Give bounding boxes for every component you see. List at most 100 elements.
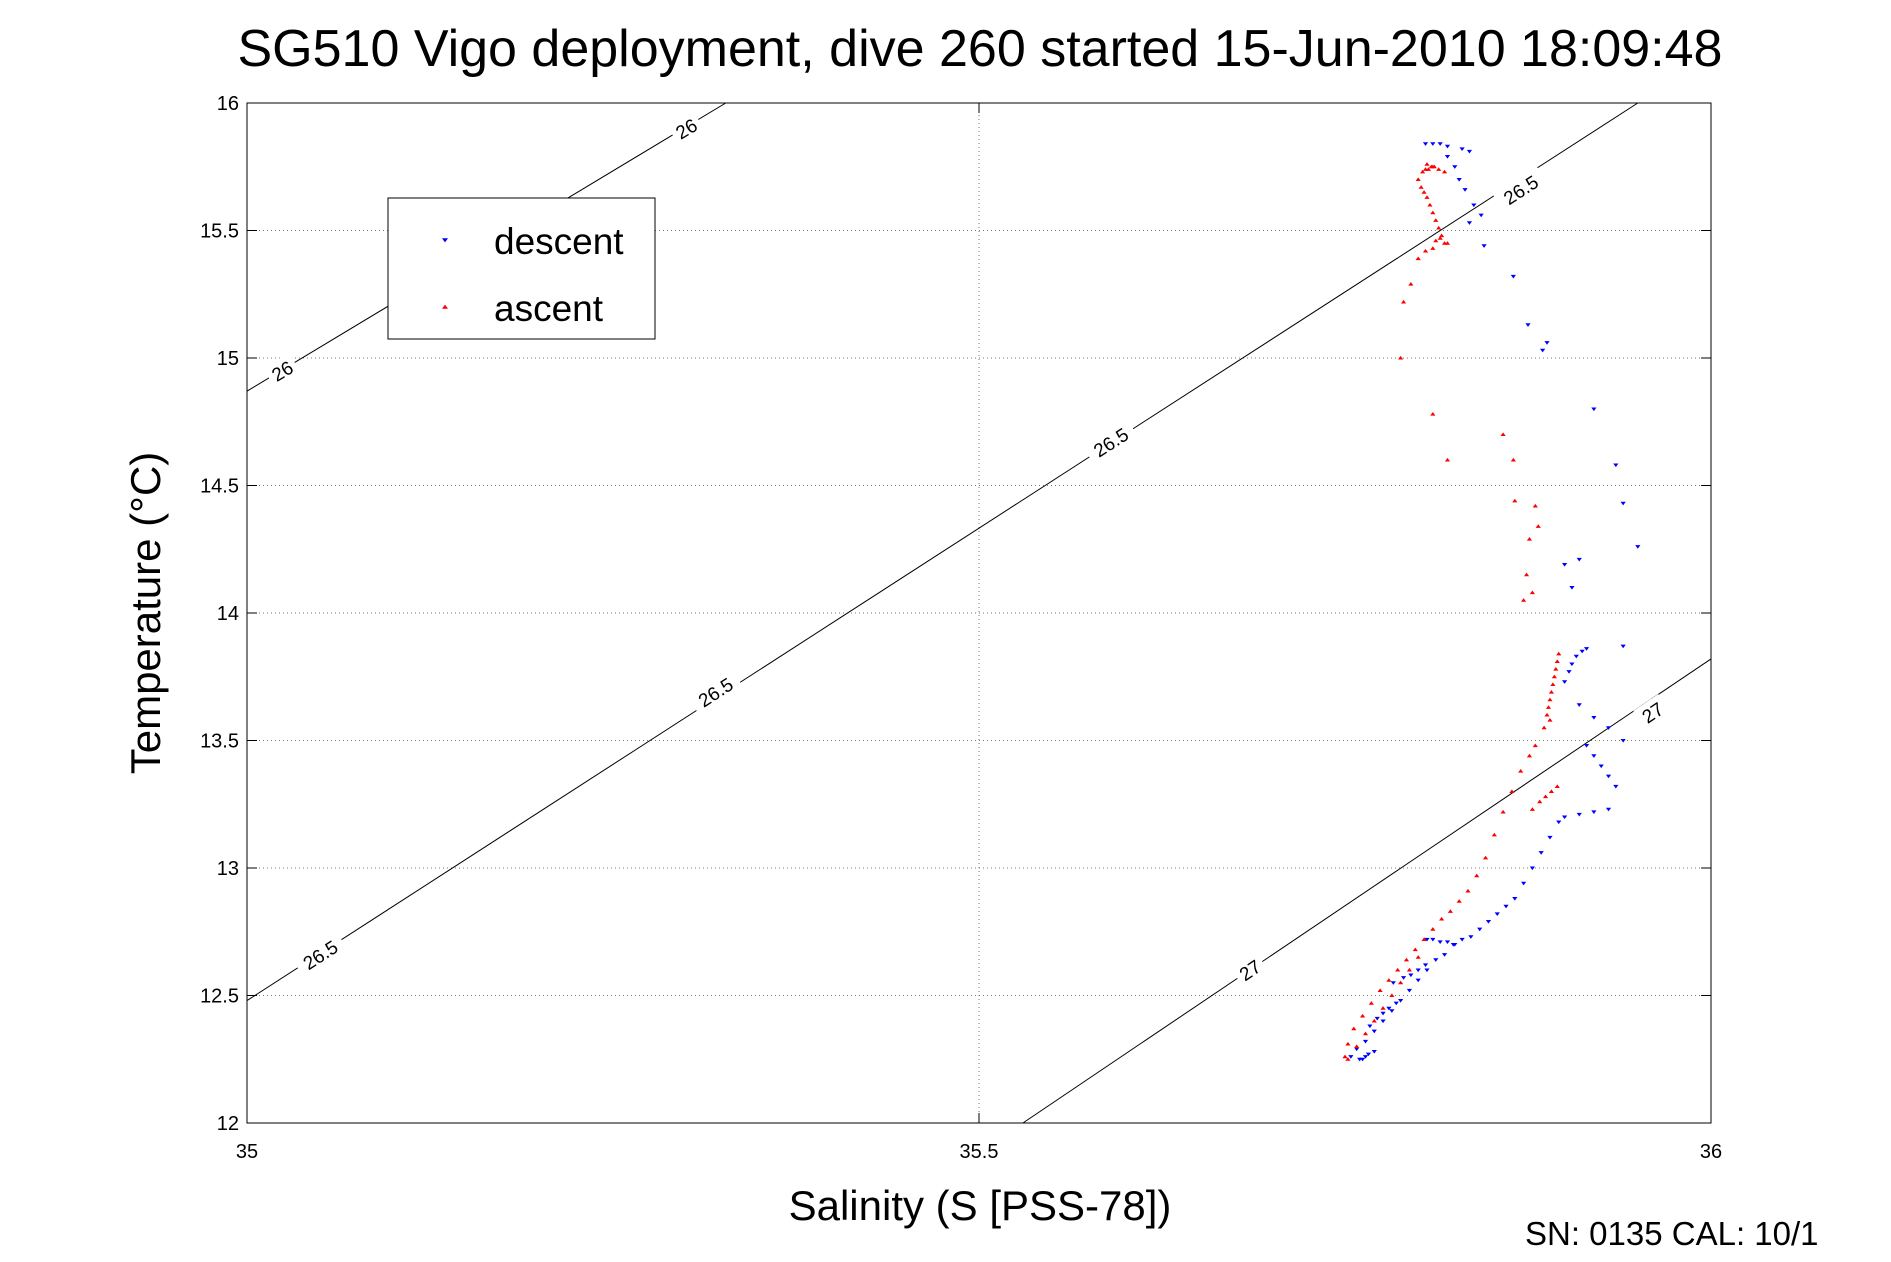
descent-point xyxy=(1512,897,1518,901)
ascent-point xyxy=(1415,177,1421,182)
descent-point xyxy=(1562,680,1568,684)
ascent-point xyxy=(1521,598,1527,602)
ascent-point xyxy=(1386,978,1392,982)
y-tick-label: 12.5 xyxy=(200,986,239,1008)
descent-point xyxy=(1556,820,1562,825)
descent-point xyxy=(1521,881,1527,886)
legend-marker-ascent xyxy=(442,304,448,309)
ascent-point xyxy=(1548,789,1555,794)
ascent-point xyxy=(1444,241,1451,245)
descent-point xyxy=(1477,927,1483,932)
contour-label-background xyxy=(1082,417,1140,467)
descent-point xyxy=(1354,1047,1360,1052)
ascent-point xyxy=(1537,799,1543,804)
ascent-point xyxy=(1556,651,1562,656)
ascent-point xyxy=(1474,873,1480,878)
descent-point xyxy=(1576,812,1582,817)
descent-point xyxy=(1452,165,1458,169)
ascent-point xyxy=(1510,457,1516,462)
ascent-point xyxy=(1354,1044,1360,1049)
ascent-point xyxy=(1421,190,1427,194)
descent-point xyxy=(1398,999,1404,1003)
ascent-point xyxy=(1526,753,1533,758)
ascent-point xyxy=(1491,832,1497,837)
y-tick-label: 15.5 xyxy=(200,221,239,243)
contour-label-background xyxy=(1633,694,1672,731)
ascent-point xyxy=(1532,743,1538,748)
legend: descent ascent xyxy=(387,197,656,340)
legend-marker-descent xyxy=(442,238,448,243)
ascent-point xyxy=(1447,909,1454,913)
x-tick-label: 36 xyxy=(1700,1141,1722,1163)
y-tick-label: 12 xyxy=(217,1113,239,1135)
legend-box xyxy=(387,197,656,340)
descent-point xyxy=(1613,463,1619,468)
descent-point xyxy=(1620,738,1626,743)
density-contour-27 xyxy=(1022,658,1712,1124)
axis-ticks: 35 35.5 36 12 12.5 13 13.5 14 14.5 15 15.5 16 xyxy=(200,93,1722,1163)
descent-point xyxy=(1573,654,1579,659)
descent-point xyxy=(1400,976,1407,980)
ascent-point xyxy=(1351,1026,1357,1031)
ascent-point xyxy=(1548,689,1555,694)
ascent-point xyxy=(1532,503,1538,508)
descent-point xyxy=(1462,188,1468,192)
descent-point xyxy=(1613,784,1619,789)
descent-point xyxy=(1430,937,1436,942)
x-axis-label: Salinity (S [PSS-78]) xyxy=(789,1182,1172,1229)
ascent-point xyxy=(1412,947,1418,952)
contour-label-background xyxy=(1230,951,1269,989)
descent-point xyxy=(1466,149,1473,154)
descent-point xyxy=(1422,142,1429,146)
ascent-point xyxy=(1389,993,1395,998)
descent-point xyxy=(1583,647,1590,651)
descent-point xyxy=(1365,1052,1372,1057)
descent-point xyxy=(1367,1024,1373,1029)
ascent-point xyxy=(1377,988,1383,992)
descent-point xyxy=(1510,274,1516,279)
ascent-point xyxy=(1424,162,1430,166)
descent-point xyxy=(1390,981,1396,985)
ascent-point xyxy=(1427,202,1433,207)
descent-point xyxy=(1408,973,1414,978)
ascent-point xyxy=(1371,1018,1377,1023)
ascent-point xyxy=(1425,167,1432,171)
descent-point xyxy=(1583,744,1590,748)
ascent-point xyxy=(1529,807,1535,811)
ascent-point xyxy=(1433,238,1439,243)
ascent-point xyxy=(1456,899,1462,903)
descent-point xyxy=(1569,662,1575,667)
descent-point xyxy=(1459,147,1465,151)
y-tick-label: 15 xyxy=(217,348,239,370)
ascent-point xyxy=(1430,164,1436,169)
descent-point xyxy=(1635,545,1641,549)
descent-point xyxy=(1459,937,1465,942)
ascent-point xyxy=(1345,1041,1351,1046)
x-tick-label: 35.5 xyxy=(960,1141,999,1163)
ascent-point xyxy=(1439,916,1445,921)
ascent-point xyxy=(1518,769,1524,773)
ascent-point xyxy=(1509,789,1515,794)
ascent-point xyxy=(1430,246,1436,250)
descent-point xyxy=(1444,144,1451,149)
descent-point xyxy=(1591,754,1597,758)
descent-point xyxy=(1547,835,1553,840)
contour-label-background xyxy=(1492,165,1550,214)
descent-point xyxy=(1437,142,1443,146)
descent-point xyxy=(1430,142,1436,146)
descent-point xyxy=(1424,937,1430,942)
descent-point xyxy=(1538,851,1544,855)
ascent-point xyxy=(1418,185,1424,189)
ascent-point xyxy=(1415,955,1421,959)
descent-point xyxy=(1362,1055,1369,1059)
legend-label-descent: descent xyxy=(494,221,624,262)
descent-point xyxy=(1569,585,1575,590)
descent-point xyxy=(1605,774,1612,779)
descent-point xyxy=(1362,1039,1369,1044)
y-tick-label: 13 xyxy=(217,858,239,880)
descent-point xyxy=(1525,323,1531,327)
descent-point xyxy=(1374,1016,1380,1021)
descent-point xyxy=(1591,715,1597,720)
descent-point xyxy=(1386,1006,1392,1011)
ascent-point xyxy=(1398,355,1404,360)
